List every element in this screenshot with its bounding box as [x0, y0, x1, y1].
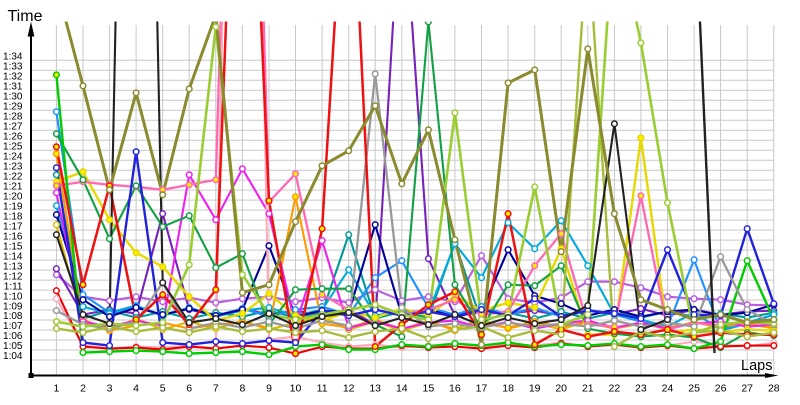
svg-text:1:07: 1:07 [3, 321, 23, 332]
svg-text:20: 20 [555, 382, 567, 394]
svg-text:1:05: 1:05 [3, 341, 23, 352]
svg-text:16: 16 [449, 382, 461, 394]
svg-text:Time: Time [8, 8, 43, 25]
svg-text:4: 4 [133, 382, 139, 394]
svg-text:10: 10 [290, 382, 302, 394]
svg-text:24: 24 [662, 382, 674, 394]
svg-text:9: 9 [266, 382, 272, 394]
svg-text:1:23: 1:23 [3, 161, 23, 172]
svg-text:Laps: Laps [741, 358, 772, 374]
svg-text:1:19: 1:19 [3, 201, 23, 212]
svg-text:1:30: 1:30 [3, 92, 23, 103]
svg-text:1:31: 1:31 [3, 82, 23, 93]
svg-text:21: 21 [582, 382, 594, 394]
svg-text:1:32: 1:32 [3, 72, 23, 83]
svg-text:28: 28 [768, 382, 780, 394]
svg-text:1: 1 [53, 382, 59, 394]
svg-text:1:20: 1:20 [3, 191, 23, 202]
svg-text:1:10: 1:10 [3, 291, 23, 302]
svg-text:7: 7 [213, 382, 219, 394]
svg-text:26: 26 [715, 382, 727, 394]
svg-text:1:25: 1:25 [3, 141, 23, 152]
svg-text:1:16: 1:16 [3, 231, 23, 242]
svg-text:2: 2 [80, 382, 86, 394]
svg-text:1:28: 1:28 [3, 111, 23, 122]
svg-text:23: 23 [635, 382, 647, 394]
svg-text:1:06: 1:06 [3, 331, 23, 342]
svg-text:17: 17 [476, 382, 488, 394]
svg-text:1:13: 1:13 [3, 261, 23, 272]
svg-text:1:12: 1:12 [3, 271, 23, 282]
svg-text:1:11: 1:11 [4, 281, 23, 292]
svg-text:1:15: 1:15 [3, 241, 23, 252]
svg-text:1:33: 1:33 [3, 62, 23, 73]
svg-text:1:29: 1:29 [3, 102, 23, 113]
svg-text:1:24: 1:24 [3, 151, 23, 162]
svg-text:1:27: 1:27 [3, 121, 23, 132]
svg-text:1:34: 1:34 [3, 52, 23, 63]
svg-text:1:17: 1:17 [3, 221, 23, 232]
svg-text:18: 18 [502, 382, 514, 394]
svg-text:19: 19 [529, 382, 541, 394]
svg-text:1:09: 1:09 [3, 301, 23, 312]
svg-text:1:04: 1:04 [3, 351, 23, 362]
svg-text:1:08: 1:08 [3, 311, 23, 322]
svg-text:13: 13 [369, 382, 381, 394]
svg-text:1:21: 1:21 [3, 181, 23, 192]
svg-text:1:22: 1:22 [3, 171, 23, 182]
svg-text:5: 5 [160, 382, 166, 394]
svg-text:27: 27 [741, 382, 753, 394]
svg-text:22: 22 [609, 382, 621, 394]
svg-text:12: 12 [343, 382, 355, 394]
svg-text:15: 15 [423, 382, 435, 394]
svg-text:1:14: 1:14 [3, 251, 23, 262]
svg-text:1:26: 1:26 [3, 131, 23, 142]
svg-text:14: 14 [396, 382, 408, 394]
svg-text:6: 6 [186, 382, 192, 394]
svg-text:25: 25 [688, 382, 700, 394]
svg-text:1:18: 1:18 [3, 211, 23, 222]
svg-text:3: 3 [107, 382, 113, 394]
svg-text:11: 11 [317, 382, 328, 394]
svg-text:8: 8 [239, 382, 245, 394]
